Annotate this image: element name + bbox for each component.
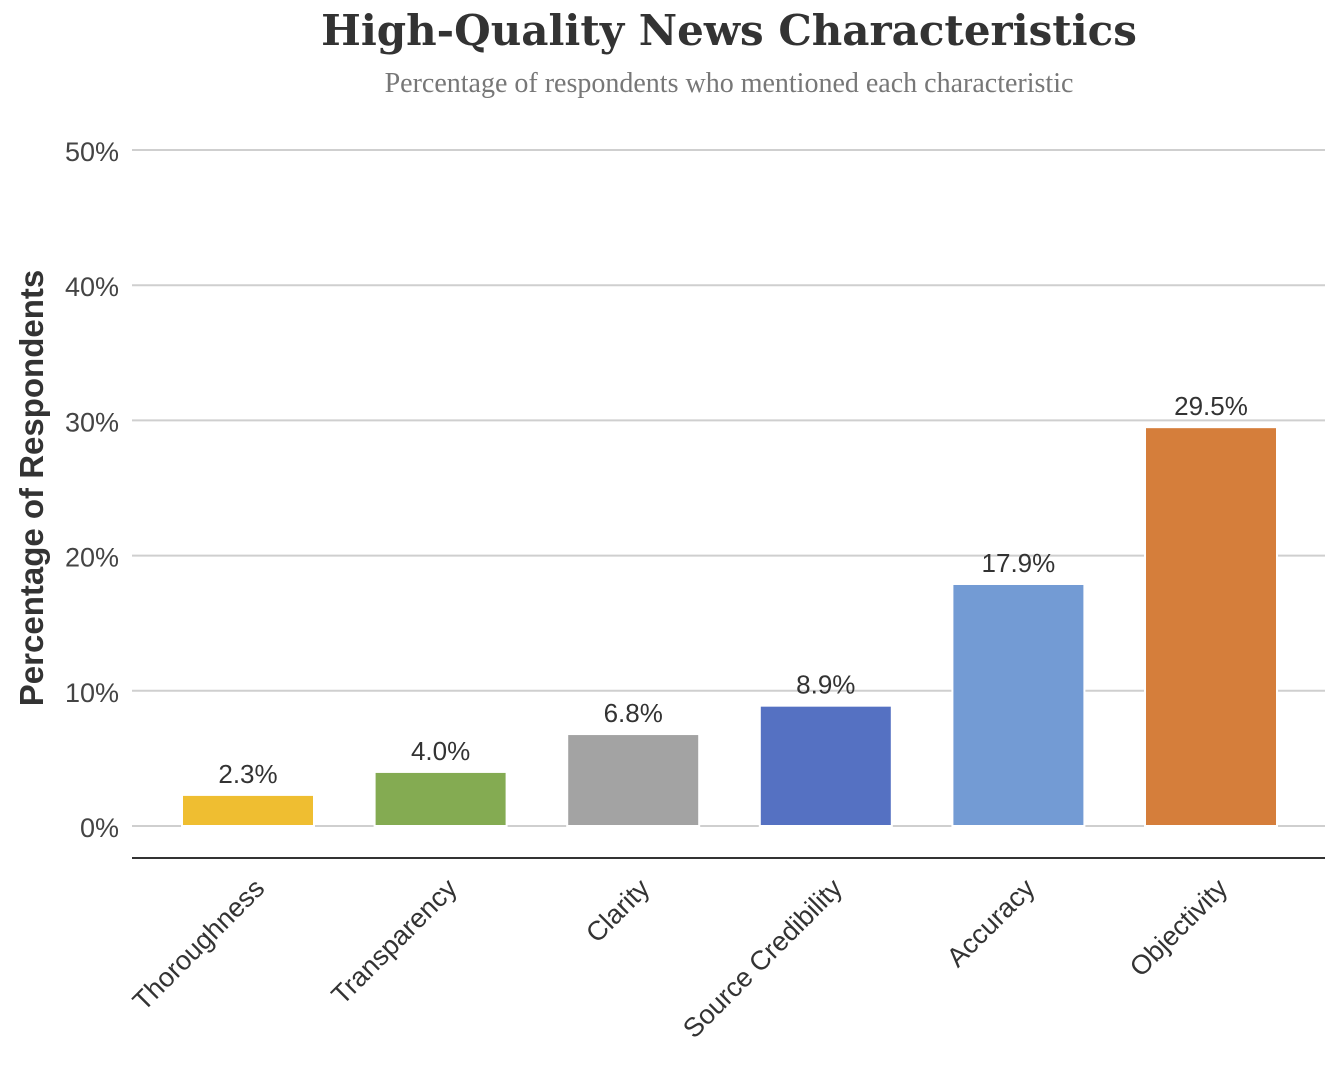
- y-tick-label: 10%: [65, 678, 119, 708]
- y-tick-label: 50%: [65, 137, 119, 167]
- data-label: 17.9%: [982, 548, 1056, 578]
- bar-thoroughness: [181, 793, 315, 827]
- data-label: 4.0%: [411, 736, 470, 766]
- y-tick-label: 40%: [65, 272, 119, 302]
- chart-subtitle: Percentage of respondents who mentioned …: [384, 68, 1074, 99]
- bar-objectivity: [1144, 426, 1278, 827]
- x-tick-label: Clarity: [580, 873, 656, 949]
- x-tick-label: Transparency: [326, 873, 464, 1011]
- y-tick-label: 30%: [65, 407, 119, 437]
- data-label: 29.5%: [1174, 391, 1248, 421]
- x-tick-label: Objectivity: [1124, 873, 1234, 983]
- x-tick-label: Source Credibility: [677, 873, 848, 1044]
- x-tick-label: Accuracy: [941, 873, 1041, 973]
- y-tick-label: 0%: [80, 813, 119, 843]
- data-label: 8.9%: [796, 670, 855, 700]
- data-label: 6.8%: [604, 698, 663, 728]
- chart-title: High-Quality News Characteristics: [321, 6, 1137, 55]
- x-tick-label: Thoroughness: [127, 873, 270, 1016]
- bar-clarity: [566, 733, 701, 828]
- bar-source-credibility: [758, 704, 893, 827]
- y-tick-label: 20%: [65, 543, 119, 573]
- bar-accuracy: [951, 582, 1086, 827]
- data-label: 2.3%: [218, 759, 277, 789]
- bar-transparency: [373, 770, 508, 827]
